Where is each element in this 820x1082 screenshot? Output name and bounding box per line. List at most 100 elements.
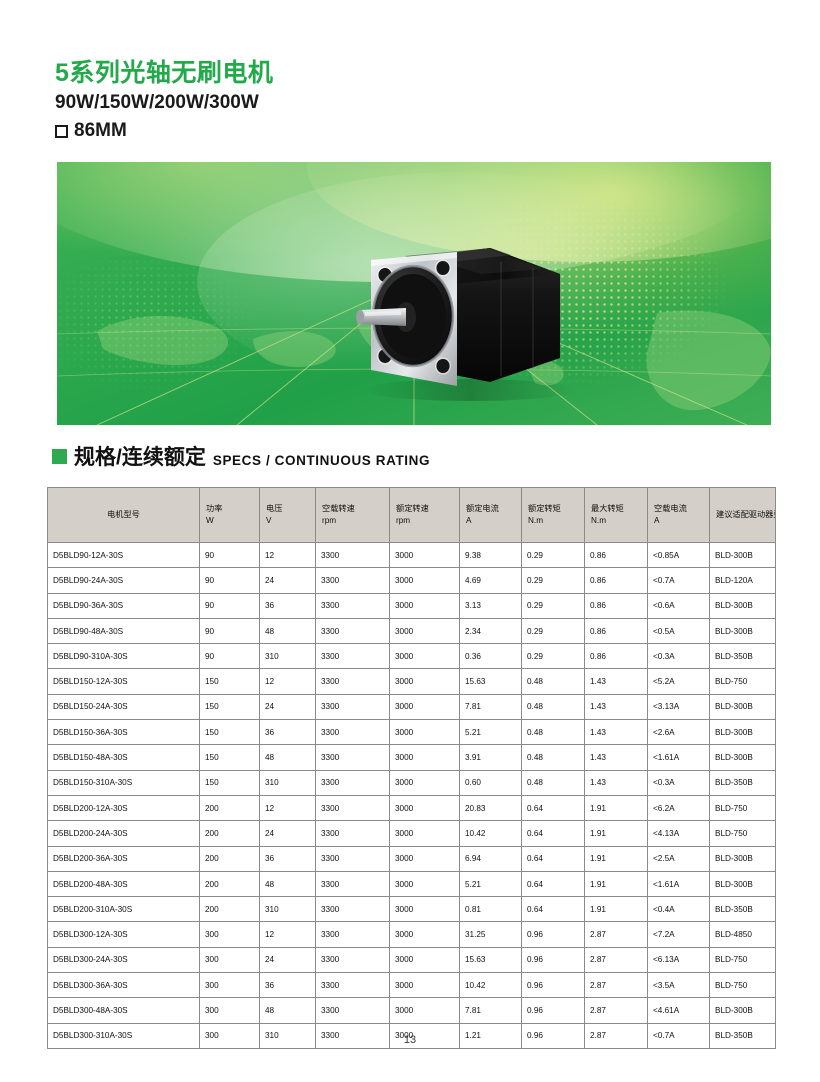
table-cell: 3300: [315, 719, 390, 746]
specs-table: 电机型号 功率 W 电压 V 空载转速 rpm 额定转速 rpm 额定电流 A 额定转矩 N.m 最大转矩…: [47, 487, 776, 1049]
table-cell: BLD-350B: [709, 643, 776, 670]
table-cell: BLD-300B: [709, 541, 776, 569]
table-cell: <2.5A: [647, 845, 710, 872]
frame-size-value: 86MM: [74, 119, 127, 141]
table-cell: 0.48: [521, 693, 585, 721]
table-cell: 24: [259, 693, 316, 721]
table-cell: 0.60: [459, 769, 522, 796]
table-cell: <6.13A: [647, 946, 710, 974]
table-cell: 0.96: [521, 997, 585, 1024]
table-row: D5BLD150-12A-30S 150 12 3300 3000 15.63 0.48 1.…: [47, 668, 776, 695]
table-cell: 0.86: [584, 643, 648, 670]
table-cell: 9.38: [459, 541, 522, 569]
table-cell: BLD-300B: [709, 592, 776, 619]
table-cell: <6.2A: [647, 794, 710, 822]
table-cell: BLD-300B: [709, 719, 776, 746]
table-cell: 200: [199, 896, 260, 923]
table-cell: 0.29: [521, 541, 585, 569]
table-cell: 1.43: [584, 719, 648, 746]
motor-product-photo: [305, 240, 605, 410]
table-cell: 3000: [389, 592, 460, 619]
table-cell: 0.86: [584, 617, 648, 645]
table-cell: 4.69: [459, 567, 522, 594]
table-cell: BLD-350B: [709, 896, 776, 923]
table-cell: 3.13: [459, 592, 522, 619]
power-rating-line: 90W/150W/200W/300W: [55, 92, 259, 114]
table-cell: BLD-300B: [709, 617, 776, 645]
column-header-label: 额定电流: [466, 504, 499, 514]
table-cell: 2.87: [584, 1022, 648, 1049]
table-cell: D5BLD300-24A-30S: [47, 946, 200, 974]
table-cell: 3000: [389, 567, 460, 594]
table-cell: D5BLD150-12A-30S: [47, 668, 200, 695]
table-cell: 3300: [315, 946, 390, 974]
specs-table-body: D5BLD90-12A-30S 90 12 3300 3000 9.38 0.29 0.86 <…: [47, 541, 776, 1049]
table-cell: 3000: [389, 643, 460, 670]
table-cell: D5BLD90-310A-30S: [47, 643, 200, 670]
table-cell: 300: [199, 946, 260, 974]
table-cell: 1.91: [584, 845, 648, 872]
table-cell: BLD-750: [709, 794, 776, 822]
table-cell: 48: [259, 870, 316, 898]
table-cell: 31.25: [459, 921, 522, 948]
column-header-unit: A: [466, 516, 472, 525]
column-header-label: 建议适配驱动器型号: [716, 510, 775, 520]
page-number: 13: [403, 1034, 417, 1046]
table-cell: 0.36: [459, 643, 522, 670]
table-cell: 12: [259, 794, 316, 822]
table-cell: 6.94: [459, 845, 522, 872]
table-cell: 3000: [389, 541, 460, 569]
table-row: D5BLD300-310A-30S 300 310 3300 3000 1.21 0.96 2…: [47, 1022, 776, 1049]
table-cell: 0.96: [521, 946, 585, 974]
table-cell: 300: [199, 997, 260, 1024]
table-cell: 7.81: [459, 693, 522, 721]
column-header-label: 额定转速: [396, 504, 429, 514]
table-cell: 36: [259, 719, 316, 746]
table-cell: D5BLD200-48A-30S: [47, 870, 200, 898]
table-row: D5BLD300-36A-30S 300 36 3300 3000 10.42 0.96 2.…: [47, 972, 776, 999]
table-cell: 3000: [389, 896, 460, 923]
table-cell: 310: [259, 769, 316, 796]
table-cell: BLD-350B: [709, 1022, 776, 1049]
table-row: D5BLD90-24A-30S 90 24 3300 3000 4.69 0.29 0.86 <…: [47, 567, 776, 594]
table-cell: 150: [199, 668, 260, 695]
table-cell: 3000: [389, 820, 460, 847]
table-row: D5BLD90-36A-30S 90 36 3300 3000 3.13 0.29 0.86 <…: [47, 592, 776, 619]
table-cell: BLD-750: [709, 820, 776, 847]
table-cell: 15.63: [459, 668, 522, 695]
table-row: D5BLD90-48A-30S 90 48 3300 3000 2.34 0.29 0.86 <…: [47, 617, 776, 645]
column-header-label: 电机型号: [107, 510, 140, 520]
column-header-unit: N.m: [528, 516, 544, 525]
table-cell: <0.6A: [647, 592, 710, 619]
table-cell: 2.34: [459, 617, 522, 645]
table-cell: <0.3A: [647, 643, 710, 670]
table-cell: 3300: [315, 972, 390, 999]
table-cell: 10.42: [459, 972, 522, 999]
table-row: D5BLD300-48A-30S 300 48 3300 3000 7.81 0.96 2.8…: [47, 997, 776, 1024]
table-cell: 3300: [315, 617, 390, 645]
table-column-header: 空载转速 rpm: [315, 487, 390, 543]
table-cell: 200: [199, 870, 260, 898]
table-row: D5BLD200-24A-30S 200 24 3300 3000 10.42 0.64 1.…: [47, 820, 776, 847]
table-cell: 1.43: [584, 668, 648, 695]
table-cell: 3300: [315, 693, 390, 721]
table-cell: BLD-300B: [709, 845, 776, 872]
table-cell: 150: [199, 769, 260, 796]
table-cell: <3.13A: [647, 693, 710, 721]
table-cell: 3000: [389, 870, 460, 898]
table-row: D5BLD150-24A-30S 150 24 3300 3000 7.81 0.48 1.4…: [47, 693, 776, 721]
table-cell: D5BLD150-48A-30S: [47, 744, 200, 771]
table-cell: 10.42: [459, 820, 522, 847]
table-cell: 0.81: [459, 896, 522, 923]
table-cell: 3300: [315, 921, 390, 948]
table-cell: 3000: [389, 794, 460, 822]
table-cell: 3300: [315, 668, 390, 695]
column-header-label: 最大转矩: [591, 504, 624, 514]
column-header-unit: rpm: [396, 516, 411, 525]
table-row: D5BLD200-12A-30S 200 12 3300 3000 20.83 0.64 1.…: [47, 794, 776, 822]
table-cell: D5BLD300-48A-30S: [47, 997, 200, 1024]
table-cell: 3000: [389, 946, 460, 974]
table-column-header: 最大转矩 N.m: [584, 487, 648, 543]
table-cell: 2.87: [584, 921, 648, 948]
